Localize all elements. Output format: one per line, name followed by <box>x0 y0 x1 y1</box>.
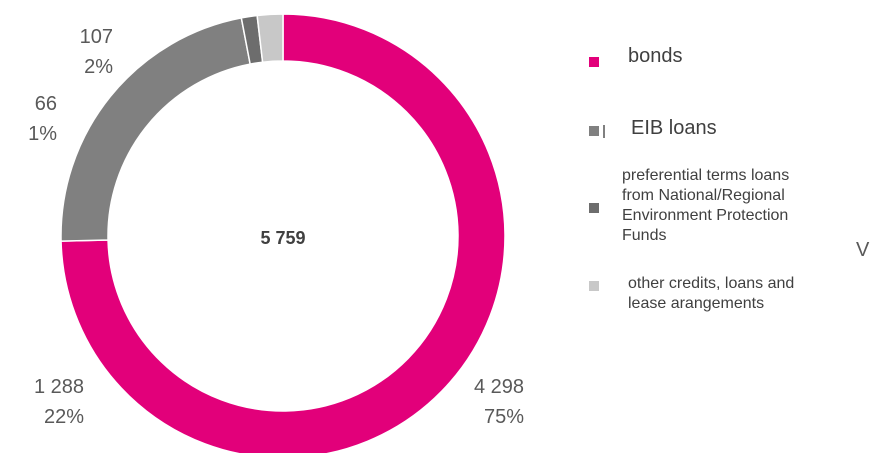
legend-label: other credits, loans and <box>628 275 794 292</box>
legend-label: lease arangements <box>628 295 764 312</box>
legend-label: Funds <box>622 227 666 244</box>
legend-marker <box>589 126 599 136</box>
legend-marker <box>589 281 599 291</box>
legend-label: Environment Protection <box>622 207 788 224</box>
data-label-value: 1 288 <box>34 376 84 398</box>
data-label-percent: 2% <box>84 56 113 78</box>
data-label-value: 107 <box>80 26 113 48</box>
data-label-percent: 22% <box>44 406 84 428</box>
legend-label: from National/Regional <box>622 187 785 204</box>
legend-label: bonds <box>628 45 683 67</box>
data-label-value: 66 <box>35 93 57 115</box>
donut-slices <box>60 13 506 453</box>
slice-bonds <box>60 13 506 453</box>
legend-label: EIB loans <box>631 117 717 139</box>
data-labels: 4 298 75% 1 288 22% 66 1% 107 2% <box>28 26 524 428</box>
legend-marker <box>589 57 599 67</box>
slice-other <box>256 13 284 64</box>
data-label-value: 4 298 <box>474 376 524 398</box>
stray-text: V <box>856 239 870 261</box>
total-label: 5 759 <box>260 228 305 248</box>
data-label-percent: 1% <box>28 123 57 145</box>
legend: bonds EIB loans preferential terms loans fr… <box>589 45 794 312</box>
legend-marker <box>589 203 599 213</box>
data-label-percent: 75% <box>484 406 524 428</box>
legend-label: preferential terms loans <box>622 167 789 184</box>
slice-eib <box>60 17 252 242</box>
legend-divider <box>603 125 605 138</box>
